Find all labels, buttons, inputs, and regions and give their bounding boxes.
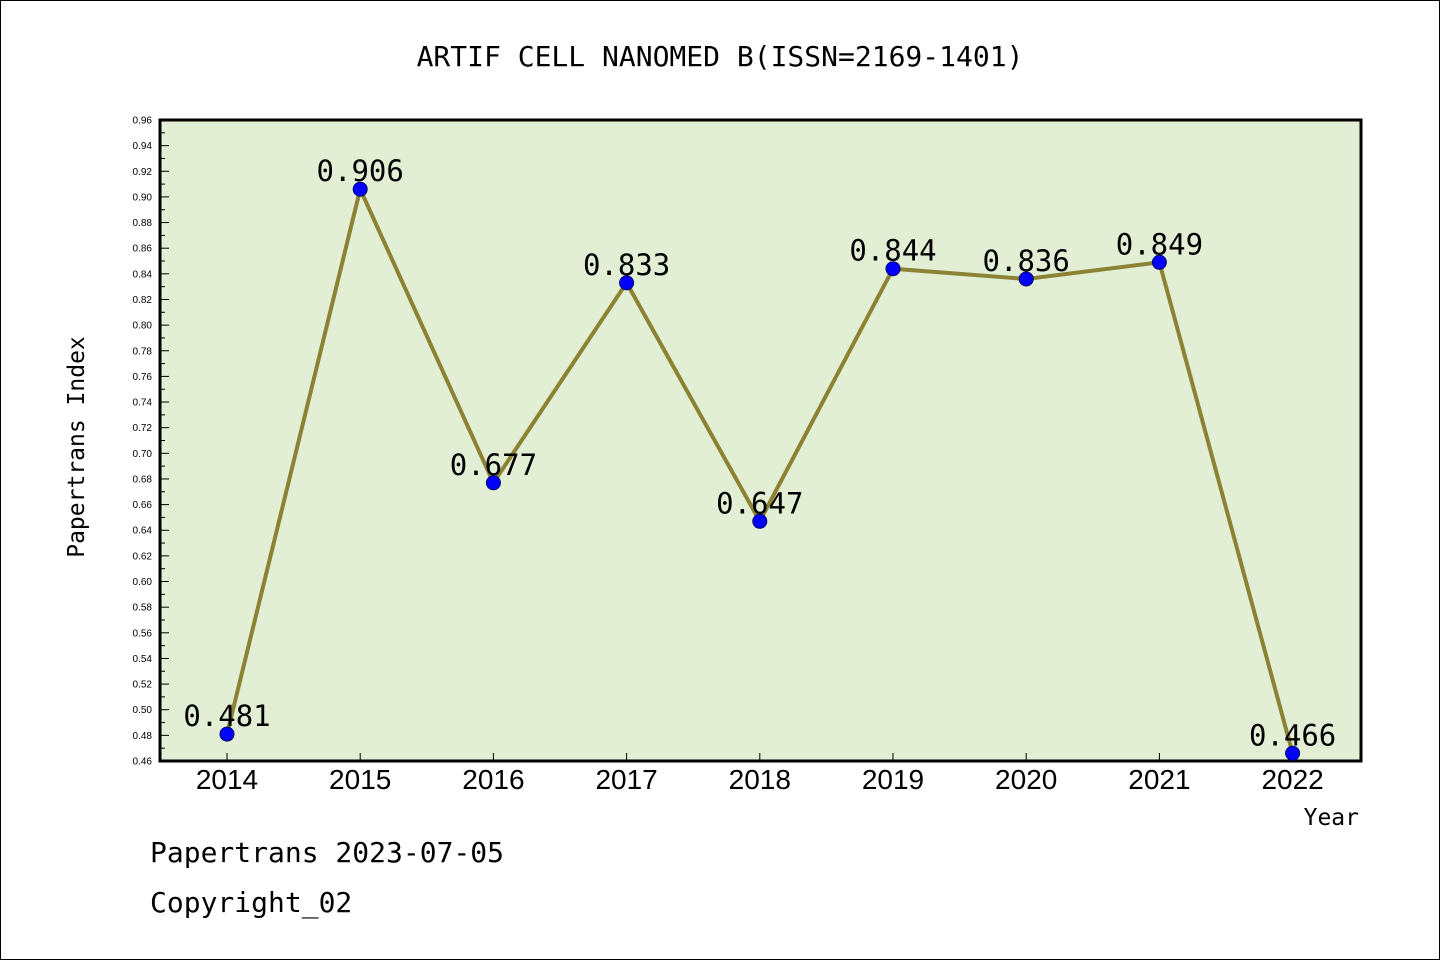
data-label: 0.466 (1249, 718, 1336, 752)
data-point (1018, 271, 1034, 287)
y-tick-label: 0.54 (133, 654, 153, 665)
x-axis-label: Year (1304, 805, 1359, 831)
y-tick-label: 0.78 (133, 346, 153, 357)
footer-date: Papertrans 2023-07-05 (150, 836, 505, 869)
y-axis-label: Papertrans Index (64, 336, 90, 558)
y-tick-label: 0.46 (133, 757, 153, 768)
data-label: 0.677 (450, 448, 537, 482)
x-tick-label: 2022 (1261, 764, 1323, 795)
x-axis: 2014 2015 2016 2017 2018 2019 2020 2021 2022 (196, 753, 1324, 795)
y-tick-label: 0.60 (133, 577, 153, 588)
y-tick-label: 0.86 (133, 244, 153, 255)
data-point (1285, 745, 1301, 761)
chart-title: ARTIF CELL NANOMED B(ISSN=2169-1401) (417, 40, 1024, 73)
x-tick-label: 2021 (1128, 764, 1190, 795)
y-tick-label: 0.56 (133, 628, 153, 639)
y-tick-label: 0.68 (133, 474, 153, 485)
data-label: 0.481 (183, 699, 270, 733)
data-label: 0.836 (983, 244, 1070, 278)
footer-copyright: Copyright_02 (150, 886, 353, 919)
x-tick-label: 2017 (595, 764, 657, 795)
y-tick-label: 0.52 (133, 680, 153, 691)
plot-area (158, 118, 1363, 763)
x-tick-label: 2020 (995, 764, 1057, 795)
y-tick-label: 0.74 (133, 398, 153, 409)
y-tick-label: 0.58 (133, 603, 153, 614)
y-tick-label: 0.62 (133, 551, 153, 562)
y-tick-label: 0.66 (133, 500, 153, 511)
data-point (485, 475, 501, 491)
y-tick-label: 0.94 (133, 141, 153, 152)
data-label: 0.906 (317, 154, 404, 188)
y-tick-label: 0.80 (133, 321, 153, 332)
y-tick-label: 0.72 (133, 423, 153, 434)
data-labels: 0.481 0.906 0.677 0.833 0.647 0.844 0.836 0.849… (183, 154, 1336, 752)
y-tick-label: 0.92 (133, 167, 153, 178)
data-label: 0.844 (849, 234, 936, 268)
series-layer (219, 181, 1301, 761)
y-axis: 0.46 0.48 0.50 0.52 0.54 0.56 0.58 0.60 0.62 0.64… (133, 116, 169, 768)
data-label: 0.833 (583, 248, 670, 282)
data-point (352, 181, 368, 197)
data-point (885, 261, 901, 277)
data-point (752, 513, 768, 529)
y-tick-label: 0.48 (133, 731, 153, 742)
y-tick-label: 0.70 (133, 449, 153, 460)
data-label: 0.849 (1116, 227, 1203, 261)
x-tick-label: 2018 (729, 764, 791, 795)
y-tick-label: 0.96 (133, 116, 153, 127)
data-label: 0.647 (716, 486, 803, 520)
x-tick-label: 2019 (862, 764, 924, 795)
data-point (219, 726, 235, 742)
y-tick-label: 0.90 (133, 192, 153, 203)
x-tick-label: 2016 (462, 764, 524, 795)
y-tick-label: 0.50 (133, 705, 153, 716)
x-tick-label: 2014 (196, 764, 258, 795)
data-point (1151, 254, 1167, 270)
y-tick-label: 0.82 (133, 295, 153, 306)
y-tick-label: 0.88 (133, 218, 153, 229)
x-tick-label: 2015 (329, 764, 391, 795)
data-point (619, 275, 635, 291)
y-tick-label: 0.64 (133, 526, 153, 537)
y-tick-label: 0.76 (133, 372, 153, 383)
y-tick-label: 0.84 (133, 269, 153, 280)
